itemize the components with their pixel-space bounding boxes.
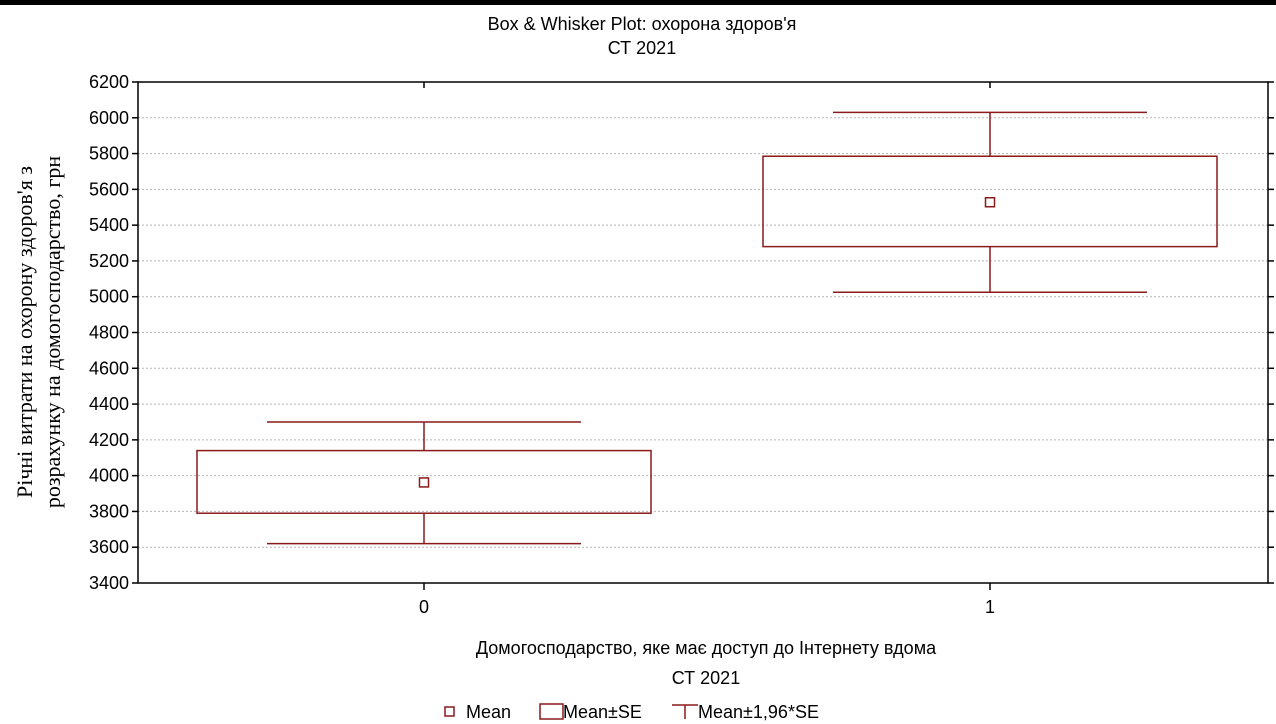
y-tick-label: 6000	[89, 108, 129, 128]
y-tick-label: 5000	[89, 287, 129, 307]
top-border	[0, 0, 1276, 5]
y-tick-label: 4800	[89, 323, 129, 343]
mean-marker	[418, 477, 430, 488]
x-axis-label: Домогосподарство, яке має доступ до Інте…	[476, 638, 937, 658]
y-tick-label: 5200	[89, 251, 129, 271]
y-tick-label: 3400	[89, 573, 129, 593]
y-tick-label: 5400	[89, 215, 129, 235]
y-axis-label-line1: Річні витрати на охорону здоров'я з	[12, 166, 37, 498]
legend-se-label: Mean±SE	[563, 702, 642, 722]
grid-lines	[138, 117, 1268, 548]
y-axis-label: Річні витрати на охорону здоров'я з розр…	[12, 156, 65, 509]
se-box	[196, 449, 652, 514]
y-axis-label-line2: розрахунку на домогосподарство, грн	[40, 156, 65, 509]
x-tick-label: 1	[985, 597, 995, 617]
y-tick-label: 3800	[89, 501, 129, 521]
y-axis-ticks: 3400 3600 3800 4000 4200 4400 4600 4800 5000 5200…	[89, 72, 1274, 593]
y-tick-label: 5600	[89, 179, 129, 199]
se-box	[762, 155, 1218, 248]
legend-ci-label: Mean±1,96*SE	[698, 702, 819, 722]
box-series	[196, 111, 1218, 545]
legend-se-box	[539, 703, 564, 720]
x-axis-label-sub: СТ 2021	[672, 668, 740, 688]
chart-subtitle: СТ 2021	[608, 38, 676, 58]
y-tick-label: 4000	[89, 466, 129, 486]
legend-mean-marker	[444, 706, 455, 717]
y-tick-label: 3600	[89, 537, 129, 557]
legend: Mean Mean±SE Mean±1,96*SE	[444, 702, 819, 722]
legend-mean-label: Mean	[466, 702, 511, 722]
y-tick-label: 4400	[89, 394, 129, 414]
box-group-0	[196, 421, 652, 545]
y-tick-label: 4200	[89, 430, 129, 450]
mean-marker	[984, 196, 996, 208]
box-group-1	[762, 111, 1218, 293]
y-tick-label: 4600	[89, 358, 129, 378]
x-tick-label: 0	[419, 597, 429, 617]
legend-whisker-symbol	[672, 704, 698, 719]
y-tick-label: 5800	[89, 144, 129, 164]
y-tick-label: 6200	[89, 72, 129, 92]
chart-title: Box & Whisker Plot: охорона здоров'я	[488, 14, 797, 34]
